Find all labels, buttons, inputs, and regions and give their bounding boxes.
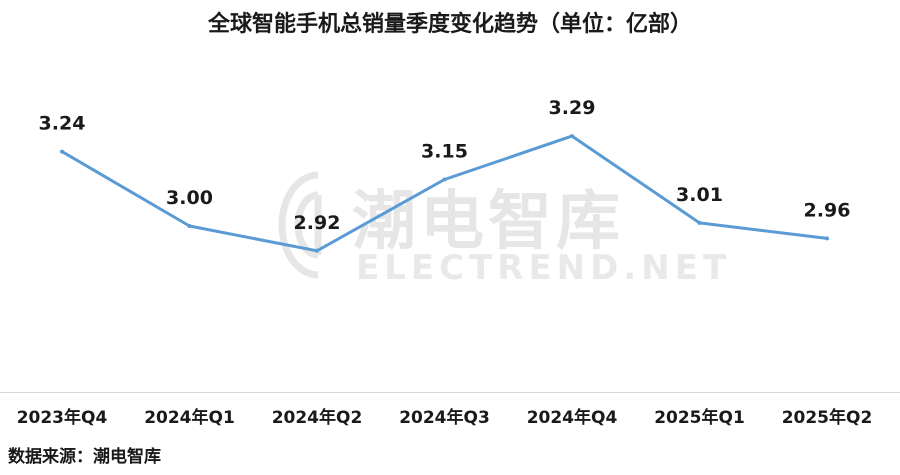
x-tick-label: 2024年Q1 [144, 407, 235, 428]
x-tick-label: 2023年Q4 [17, 407, 108, 428]
data-label: 3.01 [676, 184, 723, 206]
source-note: 数据来源：潮电智库 [8, 447, 161, 467]
data-label: 2.92 [294, 212, 341, 234]
data-label: 3.15 [421, 141, 468, 163]
watermark-subtext: ELECTREND.NET [356, 248, 732, 288]
x-axis-line [0, 392, 900, 393]
data-point [570, 134, 574, 139]
data-label: 2.96 [804, 199, 851, 221]
data-point [187, 224, 192, 228]
watermark-logo-icon [278, 171, 322, 279]
data-point [60, 149, 64, 154]
watermark-text: 潮电智库 [352, 185, 624, 259]
chart-title: 全球智能手机总销量季度变化趋势（单位：亿部） [207, 12, 692, 37]
data-label: 3.29 [549, 97, 596, 119]
x-tick-label: 2025年Q2 [782, 407, 873, 428]
data-label: 3.00 [166, 187, 213, 209]
x-tick-label: 2025年Q1 [654, 407, 745, 428]
data-point [697, 220, 702, 225]
x-tick-label: 2024年Q3 [399, 407, 490, 428]
data-point [442, 177, 447, 182]
data-point [825, 236, 829, 241]
x-tick-label: 2024年Q4 [527, 407, 618, 428]
data-point [315, 248, 319, 253]
x-tick-label: 2024年Q2 [272, 407, 363, 428]
data-label: 3.24 [39, 113, 86, 135]
